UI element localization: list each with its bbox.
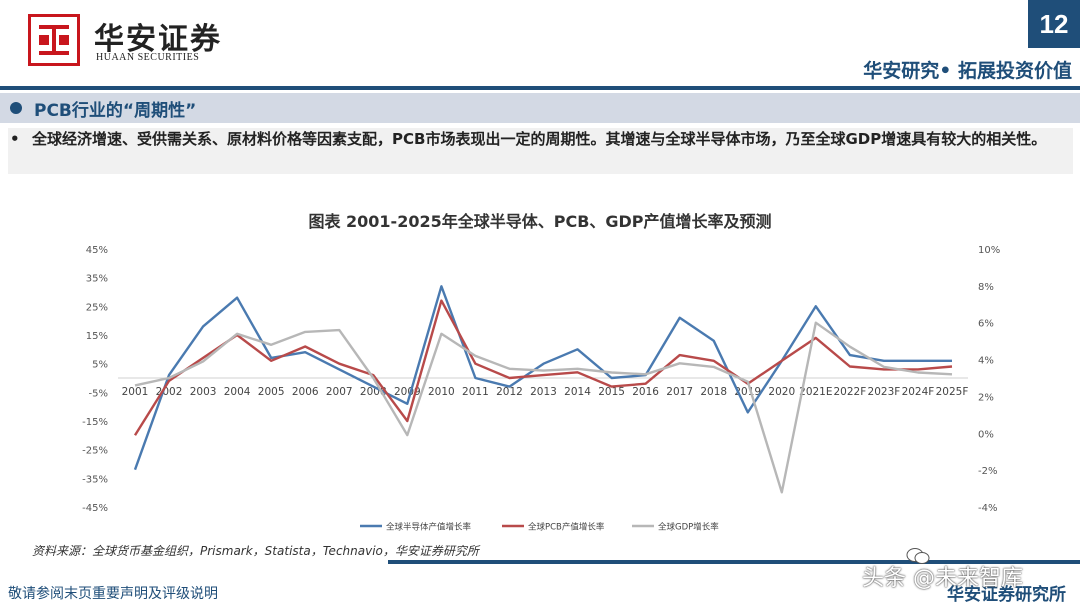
series-line-2	[134, 321, 953, 494]
x-tick-label: 2024F	[902, 386, 935, 398]
x-tick-label: 2020	[768, 386, 795, 398]
legend-label-2: 全球GDP增长率	[658, 522, 719, 533]
slogan: 华安研究• 拓展投资价值	[863, 60, 1072, 82]
right-tick-label: 4%	[978, 356, 994, 367]
series-line-1	[133, 299, 953, 436]
x-tick-label: 2001	[122, 386, 149, 398]
x-tick-label: 2012	[496, 386, 523, 398]
x-tick-label: 2004	[224, 386, 251, 398]
x-tick-label: 2021E	[799, 386, 832, 398]
series-line-0	[133, 285, 952, 471]
x-tick-label: 2014	[564, 386, 591, 398]
left-tick-label: 35%	[86, 274, 108, 285]
legend-label-0: 全球半导体产值增长率	[386, 522, 472, 533]
x-tick-label: 2023F	[868, 386, 901, 398]
left-tick-label: -5%	[89, 388, 108, 399]
legend-label-1: 全球PCB产值增长率	[528, 522, 605, 533]
x-tick-label: 2007	[326, 386, 353, 398]
right-tick-label: 2%	[978, 392, 994, 403]
x-tick-label: 2006	[292, 386, 319, 398]
x-tick-label: 2003	[190, 386, 217, 398]
left-tick-label: 5%	[92, 360, 108, 371]
header-divider	[0, 86, 1080, 90]
x-tick-label: 2015	[598, 386, 625, 398]
page-number: 12	[1028, 0, 1080, 48]
x-tick-label: 2016	[632, 386, 659, 398]
wechat-icon	[906, 548, 930, 564]
source-note: 资料来源：全球货币基金组织，Prismark，Statista，Technavi…	[32, 544, 479, 558]
footer-brand: 华安证券研究所	[947, 585, 1066, 605]
section-header: PCB行业的“周期性”	[0, 93, 1080, 123]
right-tick-label: 10%	[978, 245, 1000, 256]
left-tick-label: 15%	[86, 331, 108, 342]
right-tick-label: -2%	[978, 466, 997, 477]
right-tick-label: 6%	[978, 319, 994, 330]
right-tick-label: 8%	[978, 282, 994, 293]
dot-icon	[10, 102, 22, 114]
x-tick-label: 2011	[462, 386, 489, 398]
huaan-seal-icon	[28, 14, 80, 66]
left-tick-label: -25%	[82, 446, 108, 457]
left-tick-label: -15%	[82, 417, 108, 428]
left-tick-label: 25%	[86, 302, 108, 313]
disclaimer-link[interactable]: 敬请参阅末页重要声明及评级说明	[8, 586, 218, 602]
right-tick-label: 0%	[978, 429, 994, 440]
body-paragraph: • 全球经济增速、受供需关系、原材料价格等因素支配，PCB市场表现出一定的周期性…	[8, 128, 1073, 174]
x-tick-label: 2013	[530, 386, 557, 398]
left-tick-label: 45%	[86, 245, 108, 256]
body-text: 全球经济增速、受供需关系、原材料价格等因素支配，PCB市场表现出一定的周期性。其…	[32, 130, 1047, 148]
left-tick-label: -35%	[82, 474, 108, 485]
x-tick-label: 2019	[734, 386, 761, 398]
watermark: 头条 @未来智库	[862, 566, 1023, 591]
brand-name-en: HUAAN SECURITIES	[96, 52, 200, 63]
x-tick-label: 2022F	[833, 386, 866, 398]
right-tick-label: -4%	[978, 503, 997, 514]
x-tick-label: 2017	[666, 386, 693, 398]
brand-name: 华安证券	[94, 22, 222, 57]
x-tick-label: 2010	[428, 386, 455, 398]
x-tick-label: 2025F	[936, 386, 969, 398]
bullet-marker: •	[10, 130, 20, 148]
section-title: PCB行业的“周期性”	[34, 101, 197, 121]
left-tick-label: -45%	[82, 503, 108, 514]
x-tick-label: 2018	[700, 386, 727, 398]
footer-divider	[388, 560, 1080, 564]
chart-title: 图表 2001-2025年全球半导体、PCB、GDP产值增长率及预测	[308, 212, 772, 231]
x-tick-label: 2005	[258, 386, 285, 398]
